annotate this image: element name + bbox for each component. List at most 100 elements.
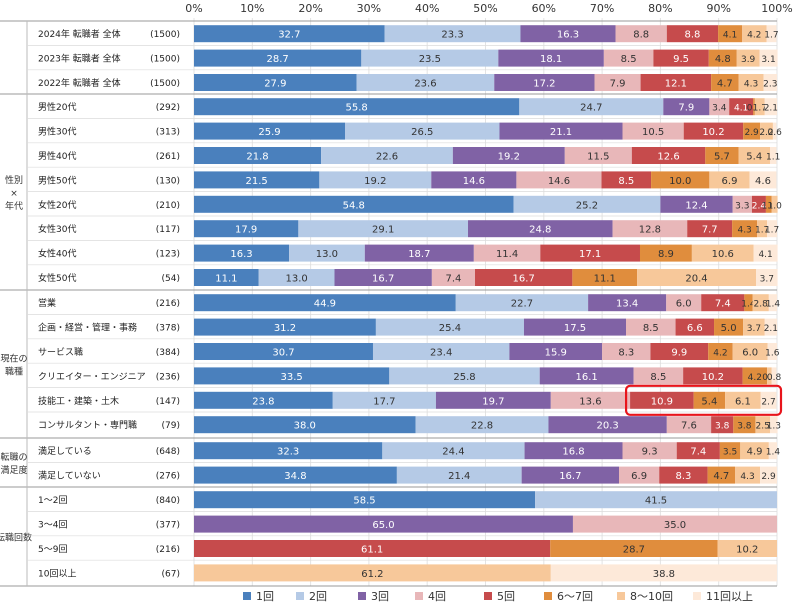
row-n: (648) (156, 447, 180, 457)
bar-segment (382, 442, 525, 460)
bar-segment (499, 122, 623, 140)
bar-value-label: 29.1 (372, 225, 394, 236)
row-label: 男性30代 (38, 126, 76, 138)
bar-segment (431, 269, 476, 286)
bar-value-label: 22.8 (471, 421, 493, 432)
bar-value-label: 13.0 (285, 274, 307, 285)
bar-segment (452, 147, 565, 164)
bar-segment (615, 25, 667, 43)
bar-value-label: 35.0 (664, 520, 686, 531)
bar-value-label: 28.7 (267, 54, 289, 65)
bar-value-label: 8.3 (618, 348, 634, 359)
bar-segment (550, 564, 777, 582)
bar-segment (640, 74, 712, 91)
bar-segment (194, 25, 385, 43)
legend-swatch (296, 592, 304, 600)
bar-value-label: 17.9 (235, 225, 257, 236)
bar-segment (321, 147, 453, 164)
bar-value-label: 24.4 (442, 447, 464, 458)
bar-value-label: 4.7 (713, 471, 729, 482)
bar-value-label: 22.7 (511, 299, 533, 310)
legend-item: 2回 (296, 588, 327, 606)
bar-segment (760, 466, 777, 484)
bar-value-label: 7.4 (690, 447, 706, 458)
bar-value-label: 12.4 (685, 200, 707, 211)
row-label: 1～2回 (38, 495, 67, 506)
bar-segment (733, 416, 756, 434)
bar-value-label: 0.8 (767, 373, 782, 383)
bar-value-label: 17.1 (579, 249, 601, 260)
bar-segment (732, 343, 768, 360)
bar-segment (752, 294, 769, 312)
legend-item: 1回 (243, 588, 274, 606)
bar-value-label: 4.2 (747, 31, 761, 41)
bar-value-label: 2.1 (764, 324, 778, 334)
group-label: 転職の (0, 452, 27, 463)
bar-segment (535, 491, 777, 509)
bar-value-label: 2.2 (759, 128, 773, 138)
bar-segment (768, 442, 777, 460)
bar-value-label: 33.5 (281, 372, 303, 383)
bar-value-label: 25.8 (453, 372, 475, 383)
bar-value-label: 5.4 (701, 396, 717, 407)
bar-segment (194, 98, 520, 116)
bar-segment (718, 25, 743, 43)
legend-swatch (544, 592, 552, 600)
bar-segment (524, 442, 623, 460)
bar-value-label: 4.7 (717, 79, 733, 90)
bar-value-label: 4.9 (747, 447, 763, 458)
bar-value-label: 1.0 (768, 201, 783, 211)
bar-segment (516, 171, 602, 189)
row-n: (117) (156, 225, 180, 235)
bar-value-label: 32.7 (278, 30, 300, 41)
bar-value-label: 1.3 (767, 422, 781, 432)
legend-label: 3回 (371, 590, 389, 603)
legend-label: 8～10回 (630, 590, 673, 603)
bar-value-label: 2.9 (761, 472, 776, 482)
bar-segment (396, 466, 522, 484)
bar-value-label: 1.4 (741, 300, 756, 310)
bar-segment (666, 416, 712, 434)
bar-segment (550, 391, 631, 409)
group-label: 性別 (5, 174, 23, 186)
bar-segment (743, 122, 761, 140)
legend-swatch (693, 592, 701, 600)
bar-segment (659, 466, 708, 484)
bar-value-label: 1.7 (764, 31, 778, 41)
bar-segment (707, 466, 736, 484)
row-label: 女性50代 (38, 272, 76, 284)
x-tick-label: 30% (357, 2, 381, 15)
bar-segment (651, 171, 710, 189)
bar-segment (602, 343, 651, 360)
bar-segment (663, 98, 710, 116)
bar-segment (194, 318, 376, 336)
bar-value-label: 16.7 (559, 471, 581, 482)
legend-item: 6～7回 (544, 588, 593, 606)
bar-segment (755, 416, 771, 434)
bar-segment (770, 416, 778, 434)
bar-segment (540, 244, 640, 262)
legend-swatch (617, 592, 625, 600)
row-label: 2022年 転職者 全体 (38, 77, 121, 89)
legend: 1回 2回 3回 4回 5回 6～7回 8～10回 11回以上 (0, 588, 800, 606)
bar-segment (738, 147, 771, 164)
bar-segment (603, 49, 654, 67)
bar-segment (753, 98, 755, 116)
bar-value-label: 19.2 (498, 152, 520, 163)
row-label: 女性30代 (38, 223, 76, 235)
highlight-box (624, 384, 783, 416)
bar-value-label: 3.3 (735, 201, 749, 211)
bar-segment (705, 147, 739, 164)
bar-segment (759, 49, 778, 67)
row-n: (1500) (150, 30, 180, 40)
row-label: 男性20代 (38, 101, 76, 113)
bar-segment (588, 294, 667, 312)
row-n: (378) (156, 324, 180, 334)
bar-value-label: 8.5 (618, 176, 634, 187)
bar-value-label: 1.7 (765, 226, 779, 236)
row-label: 満足していない (38, 471, 101, 482)
row-label: 2023年 転職者 全体 (38, 53, 121, 65)
bar-value-label: 2.8 (754, 300, 769, 310)
bar-segment (709, 171, 750, 189)
bar-segment (194, 49, 362, 67)
